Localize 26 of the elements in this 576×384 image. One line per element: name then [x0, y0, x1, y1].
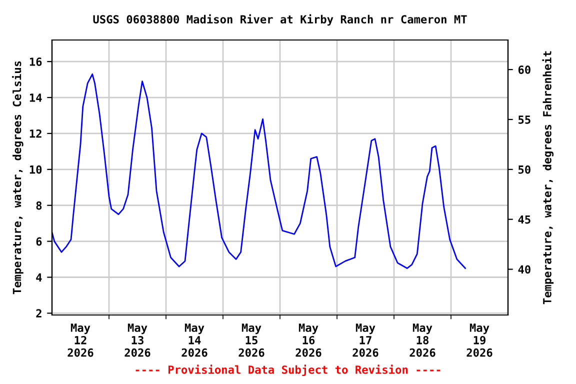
text: ---- Provisional Data Subject to Revision ----: [136, 364, 440, 376]
y-tick-label: 4: [36, 273, 42, 282]
y-tick-label: 12: [30, 129, 42, 138]
y-tick-label: 16: [30, 58, 42, 66]
x-tick-label: May 13 2026: [124, 324, 150, 357]
y-tick-label: 10: [30, 165, 42, 174]
y-axis-title: Temperature, water, degrees Celsius: [12, 61, 24, 294]
y2-tick-label: 55: [518, 116, 530, 124]
y2-tick-label: 45: [518, 215, 530, 224]
line-series: [52, 73, 466, 269]
x-tick-label: May 18 2026: [410, 324, 436, 357]
y2-axis-title: Temperature, water, degrees Fahrenheit: [542, 51, 554, 304]
y-tick-label: 2: [36, 309, 42, 318]
y-tick-label: 14: [30, 94, 42, 102]
y2-tick-label: 60: [518, 66, 530, 74]
x-tick-label: May 17 2026: [352, 324, 378, 357]
chart-title: USGS 06038800 Madison River at Kirby Ranch nr Cameron MT: [93, 14, 467, 26]
x-tick-label: May 19 2026: [466, 324, 492, 357]
x-tick-label: May 14 2026: [182, 324, 208, 357]
x-tick-label: May 12 2026: [68, 324, 94, 357]
x-tick-label: May 15 2026: [238, 324, 264, 357]
x-tick-label: May 16 2026: [296, 324, 322, 357]
y2-tick-label: 40: [518, 265, 530, 274]
y2-tick-label: 50: [518, 165, 530, 174]
y-tick-label: 6: [36, 237, 42, 246]
y-tick-label: 8: [36, 201, 42, 210]
